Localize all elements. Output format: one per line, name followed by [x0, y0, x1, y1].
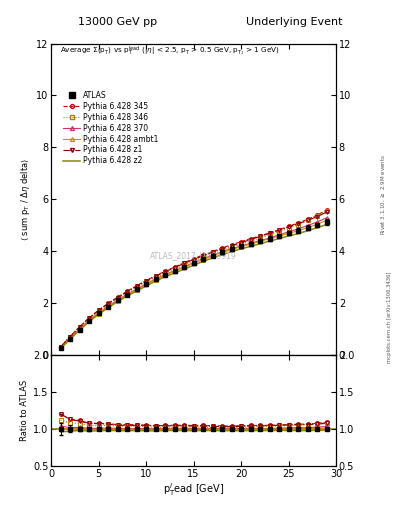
- Text: ATLAS_2017_I1509919: ATLAS_2017_I1509919: [150, 251, 237, 260]
- Text: Underlying Event: Underlying Event: [246, 16, 343, 27]
- Y-axis label: Ratio to ATLAS: Ratio to ATLAS: [20, 380, 29, 441]
- Text: Rivet 3.1.10, $\geq$ 2.9M events: Rivet 3.1.10, $\geq$ 2.9M events: [379, 154, 387, 235]
- Legend: ATLAS, Pythia 6.428 345, Pythia 6.428 346, Pythia 6.428 370, Pythia 6.428 ambt1,: ATLAS, Pythia 6.428 345, Pythia 6.428 34…: [63, 91, 159, 165]
- Text: Average $\Sigma$(p$_{\rm T}$) vs p$_{\rm T}^{\rm lead}$ ($|\eta|$ < 2.5, p$_{\rm: Average $\Sigma$(p$_{\rm T}$) vs p$_{\rm…: [60, 45, 279, 58]
- Y-axis label: $\langle$ sum p$_{\rm T}$ / $\Delta\eta$ delta$\rangle$: $\langle$ sum p$_{\rm T}$ / $\Delta\eta$…: [19, 158, 32, 241]
- Text: mcplots.cern.ch [arXiv:1306.3436]: mcplots.cern.ch [arXiv:1306.3436]: [387, 272, 392, 363]
- X-axis label: p$_{\rm T}^{l}$ead [GeV]: p$_{\rm T}^{l}$ead [GeV]: [163, 481, 224, 498]
- Text: 13000 GeV pp: 13000 GeV pp: [78, 16, 158, 27]
